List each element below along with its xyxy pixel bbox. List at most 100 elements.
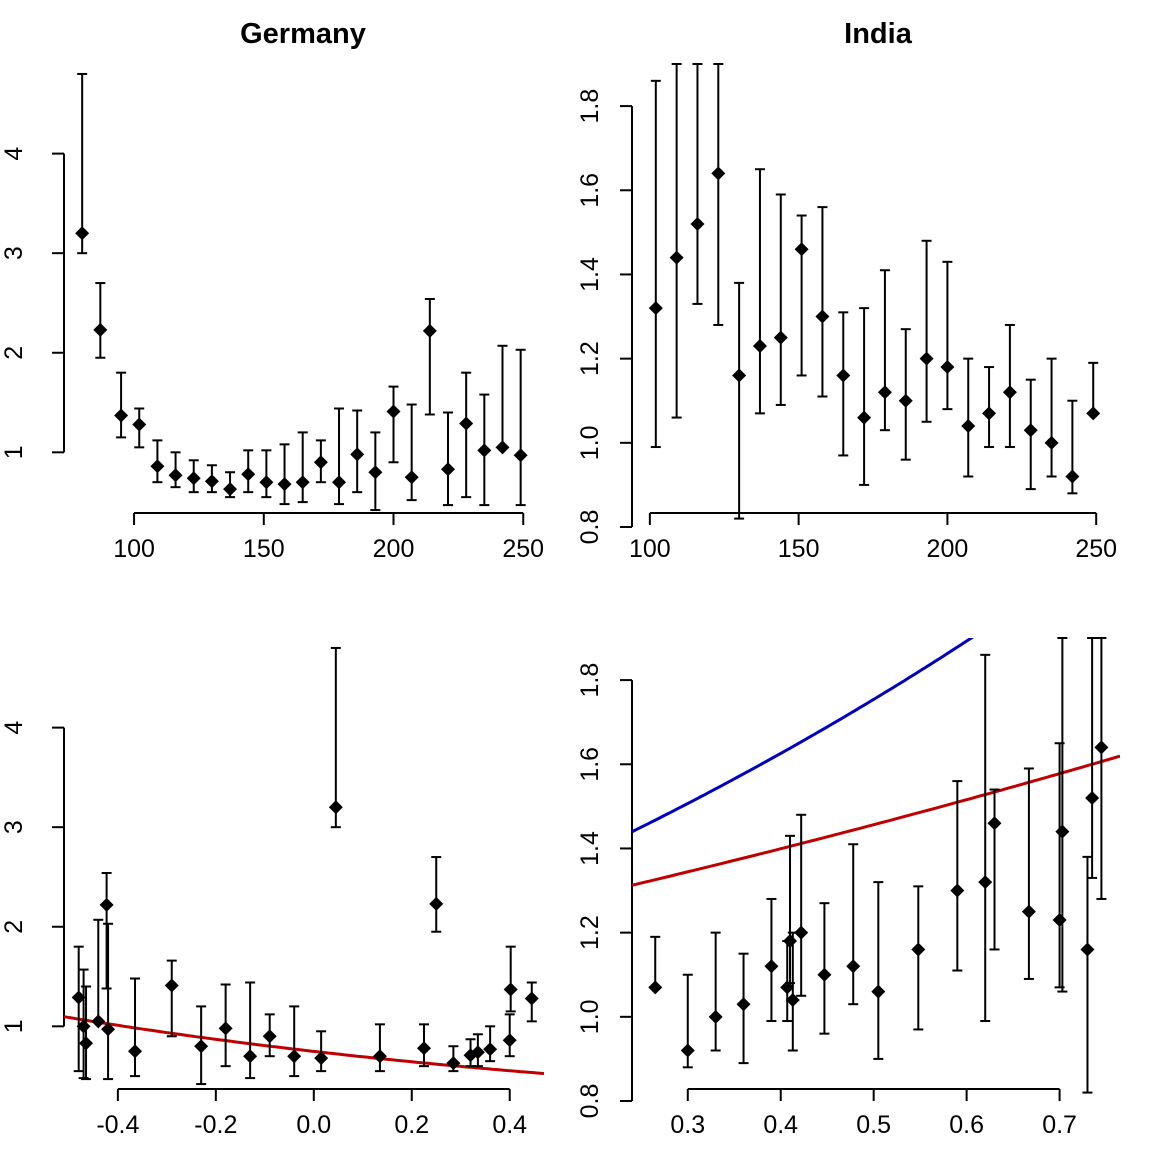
error-bar bbox=[130, 977, 141, 1078]
x-tick-label: 100 bbox=[629, 535, 671, 563]
error-bar bbox=[980, 653, 991, 1023]
error-bar bbox=[734, 281, 745, 520]
data-point bbox=[218, 1021, 233, 1036]
y-tick-label: 4 bbox=[0, 147, 28, 161]
data-point bbox=[648, 301, 663, 316]
data-point bbox=[1080, 942, 1095, 957]
data-point bbox=[459, 416, 474, 431]
panel-title-germany: Germany bbox=[240, 18, 366, 50]
error-bar bbox=[93, 918, 104, 1023]
data-point bbox=[871, 984, 886, 999]
data-point bbox=[404, 470, 419, 485]
data-point bbox=[101, 1022, 116, 1037]
data-point bbox=[483, 1042, 498, 1057]
data-point bbox=[503, 982, 518, 997]
data-point bbox=[1086, 406, 1101, 421]
data-point bbox=[446, 1056, 461, 1071]
data-point bbox=[502, 1033, 517, 1048]
x-tick-label: 0.5 bbox=[856, 1111, 891, 1139]
y-tick-label: 1 bbox=[0, 1019, 28, 1033]
error-bar bbox=[952, 780, 963, 972]
error-bar bbox=[1082, 855, 1093, 1094]
data-point bbox=[417, 1041, 431, 1056]
panel-germany-fit: -0.4 -0.2 0.0 0.2 0.4 1 2 3 4 bbox=[0, 646, 544, 1139]
x-tick-label: 200 bbox=[927, 535, 969, 563]
data-point bbox=[764, 959, 779, 974]
y-tick-label: 1.8 bbox=[576, 89, 604, 124]
x-tick-label: 0.6 bbox=[949, 1111, 984, 1139]
error-bar bbox=[796, 813, 807, 997]
data-point bbox=[794, 925, 809, 940]
error-bar bbox=[942, 260, 953, 411]
data-point bbox=[76, 1019, 91, 1034]
data-point bbox=[911, 942, 926, 957]
error-bar bbox=[671, 63, 682, 419]
data-point bbox=[690, 216, 705, 231]
y-tick-label: 0.8 bbox=[576, 1084, 604, 1119]
error-bar bbox=[424, 297, 435, 416]
data-point bbox=[91, 1014, 106, 1029]
data-point bbox=[987, 816, 1002, 831]
data-point bbox=[978, 875, 993, 890]
data-point bbox=[204, 474, 219, 489]
error-bar bbox=[710, 931, 721, 1052]
x-tick-label: 0.0 bbox=[296, 1111, 331, 1139]
data-point bbox=[513, 448, 528, 463]
data-point bbox=[680, 1043, 695, 1058]
y-tick-label: 0.8 bbox=[576, 510, 604, 545]
data-point bbox=[1044, 435, 1059, 450]
error-bar bbox=[101, 871, 112, 990]
error-bar bbox=[879, 269, 890, 432]
data-point bbox=[441, 462, 455, 477]
fit-curve-red bbox=[64, 1015, 544, 1075]
data-point bbox=[372, 1049, 387, 1064]
x-tick-label: -0.2 bbox=[194, 1111, 237, 1139]
x-tick-label: 0.4 bbox=[763, 1111, 798, 1139]
panel-india-trend: India 100 150 200 250 0.8 1.0 1.2 1.4 1.6 1.8 bbox=[576, 18, 1117, 563]
panel-india-trend-plot: 100 150 200 250 0.8 1.0 1.2 1.4 1.6 1.8 bbox=[576, 63, 1117, 563]
y-tick-label: 1.8 bbox=[576, 663, 604, 698]
panel-germany-trend-plot: 100 150 200 250 1 2 3 4 bbox=[0, 72, 544, 563]
error-bar bbox=[1023, 767, 1034, 980]
error-bar bbox=[289, 1005, 300, 1078]
x-tick-label: 0.3 bbox=[670, 1111, 705, 1139]
panel-india-fit-plot: 0.3 0.4 0.5 0.6 0.7 0.8 1.0 1.2 1.4 1.6 1.8 bbox=[576, 637, 1120, 1139]
error-bar bbox=[650, 935, 661, 989]
error-bar bbox=[692, 63, 703, 305]
error-bar bbox=[431, 856, 442, 933]
y-tick-label: 1.0 bbox=[576, 999, 604, 1034]
y-tick-label: 1.4 bbox=[576, 831, 604, 866]
x-tick-label: 150 bbox=[243, 535, 285, 563]
data-point bbox=[93, 322, 108, 337]
y-tick-label: 1.2 bbox=[576, 341, 604, 376]
data-point bbox=[243, 1049, 258, 1064]
error-bar bbox=[505, 945, 516, 1013]
x-tick-label: 100 bbox=[113, 535, 155, 563]
fit-curve-red bbox=[632, 754, 1120, 887]
error-bar bbox=[989, 788, 1000, 951]
data-point bbox=[877, 385, 892, 400]
data-point bbox=[752, 339, 767, 354]
data-point bbox=[114, 408, 129, 423]
data-point bbox=[194, 1039, 209, 1054]
data-point bbox=[350, 447, 365, 462]
data-point bbox=[982, 406, 997, 421]
data-point bbox=[846, 959, 861, 974]
data-point bbox=[168, 468, 183, 483]
data-point bbox=[241, 467, 256, 482]
data-point bbox=[1065, 469, 1080, 484]
data-point bbox=[386, 404, 401, 419]
data-point bbox=[150, 459, 165, 474]
data-point bbox=[132, 417, 147, 432]
data-point bbox=[422, 323, 437, 338]
data-point bbox=[287, 1049, 302, 1064]
error-bar bbox=[1057, 637, 1068, 993]
data-point bbox=[313, 455, 328, 470]
data-point bbox=[940, 360, 955, 375]
data-point bbox=[817, 967, 832, 982]
error-bar bbox=[817, 206, 828, 398]
data-point bbox=[470, 1045, 485, 1060]
x-tick-label: -0.4 bbox=[96, 1111, 139, 1139]
data-point bbox=[836, 368, 851, 383]
y-tick-label: 2 bbox=[0, 346, 28, 360]
